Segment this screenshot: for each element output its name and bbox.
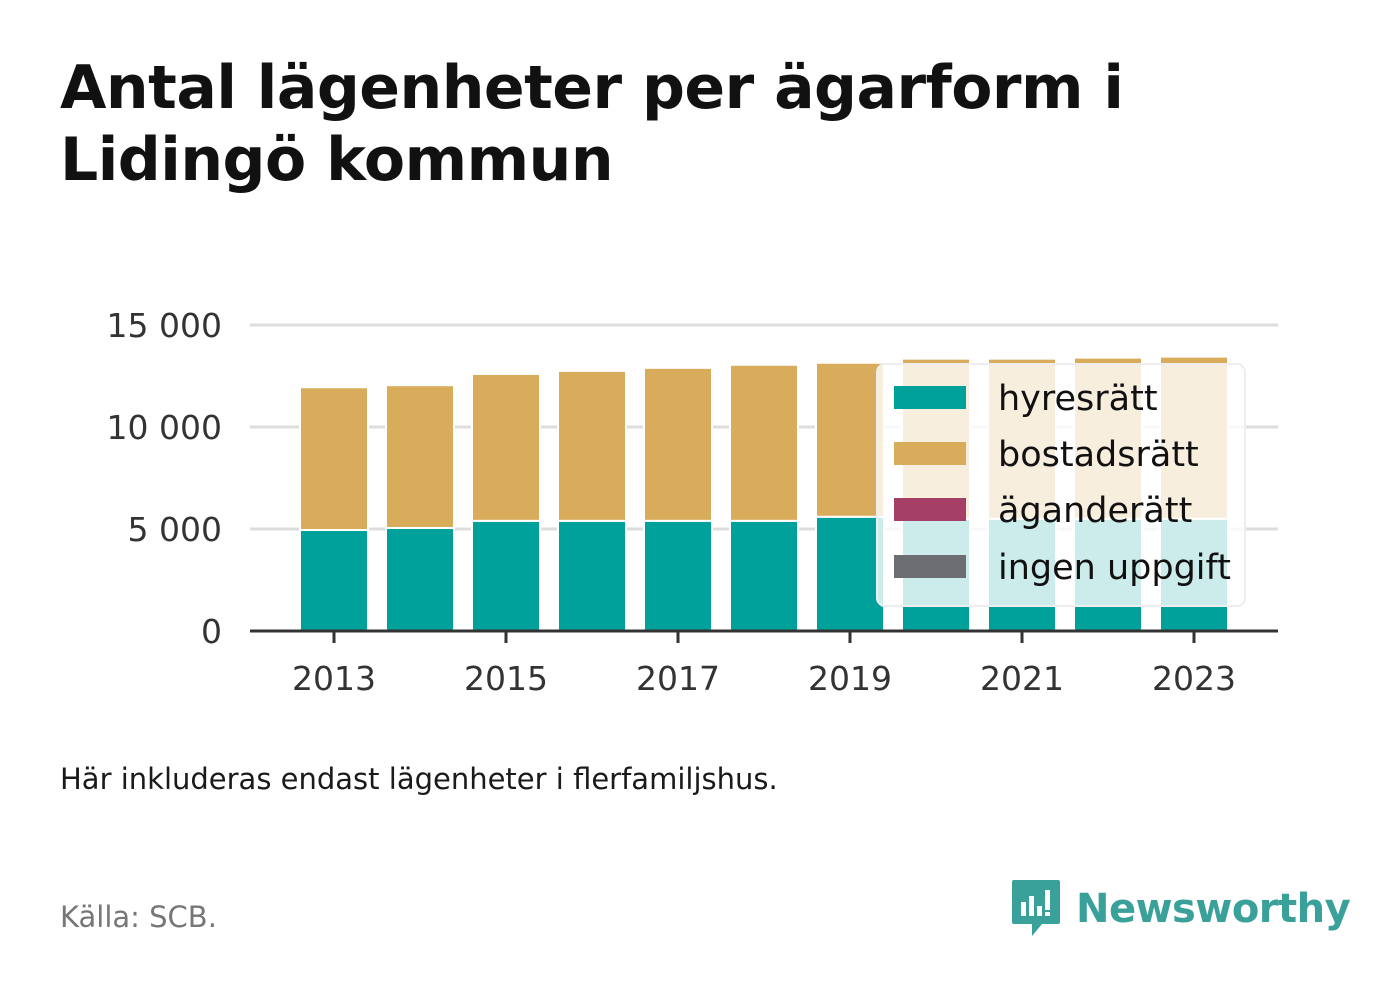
- newsworthy-logo-icon: [1012, 880, 1060, 936]
- bar-segment: [471, 372, 541, 522]
- legend-box: [876, 363, 1246, 607]
- x-tick-label: 2019: [808, 659, 892, 698]
- x-axis-ticks: 2013 2015 2017 2019 2021 2023: [292, 631, 1236, 698]
- bar-segment: [643, 519, 713, 633]
- brand-name: Newsworthy: [1076, 886, 1351, 932]
- y-tick-label: 0: [201, 612, 222, 651]
- legend-label: hyresrätt: [998, 379, 1158, 419]
- y-axis-ticks: 0 5 000 10 000 15 000: [107, 306, 222, 651]
- source-credit: Källa: SCB.: [60, 900, 217, 934]
- bar-segment: [385, 384, 455, 529]
- y-tick-label: 5 000: [128, 510, 222, 549]
- bar-segment: [557, 369, 627, 522]
- legend-label: bostadsrätt: [998, 435, 1199, 475]
- x-tick-label: 2013: [292, 659, 376, 698]
- bar-segment: [729, 519, 799, 633]
- x-tick-label: 2015: [464, 659, 548, 698]
- x-tick-label: 2023: [1152, 659, 1236, 698]
- bar-segment: [815, 361, 885, 518]
- bar-segment: [557, 519, 627, 633]
- legend-swatch: [894, 442, 966, 465]
- chart-note: Här inkluderas endast lägenheter i flerf…: [60, 762, 778, 796]
- legend-label: äganderätt: [998, 491, 1192, 531]
- y-tick-label: 15 000: [107, 306, 222, 345]
- chart-title: Antal lägenheter per ägarform i Lidingö …: [60, 53, 1124, 195]
- bar-segment: [385, 526, 455, 632]
- bar-segment: [299, 386, 369, 532]
- legend: hyresrätt bostadsrätt äganderätt ingen uppg…: [876, 363, 1246, 607]
- bar-segment: [815, 515, 885, 633]
- legend-swatch: [894, 555, 966, 578]
- bar-segment: [299, 529, 369, 633]
- bar-segment: [643, 366, 713, 522]
- brand-logo: Newsworthy: [1010, 876, 1351, 942]
- x-tick-label: 2017: [636, 659, 720, 698]
- legend-label: ingen uppgift: [998, 548, 1231, 588]
- bar-segment: [471, 519, 541, 633]
- x-tick-label: 2021: [980, 659, 1064, 698]
- legend-swatch: [894, 386, 966, 409]
- bar-segment: [729, 363, 799, 522]
- legend-swatch: [894, 498, 966, 521]
- y-tick-label: 10 000: [107, 408, 222, 447]
